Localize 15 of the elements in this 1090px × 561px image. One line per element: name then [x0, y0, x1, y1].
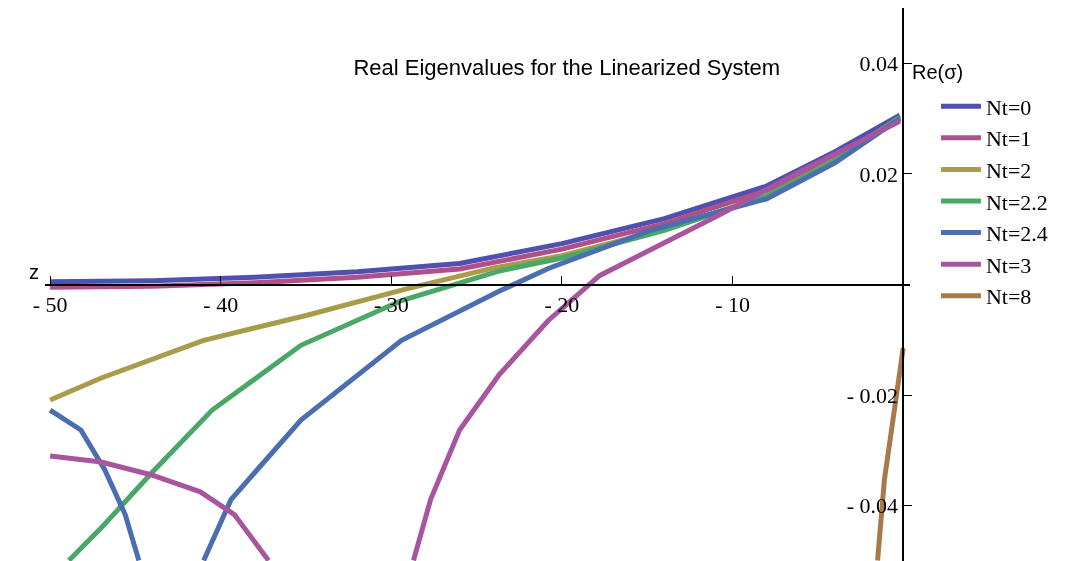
y-tick-label: 0.02 [859, 161, 899, 187]
legend-label: Nt=0 [985, 94, 1032, 120]
x-tick-label: - 40 [203, 291, 239, 317]
legend-label: Nt=3 [985, 252, 1032, 278]
x-tick-label: - 50 [32, 291, 68, 317]
legend-label: Nt=8 [985, 284, 1032, 310]
legend-label: Nt=2.2 [985, 189, 1048, 215]
legend-label: Nt=2 [985, 158, 1032, 183]
x-tick-label: - 10 [715, 291, 750, 317]
y-tick-label: 0.04 [859, 51, 899, 76]
text: Real Eigenvalues for the Linearized System [353, 55, 781, 81]
x-axis-title: z [29, 261, 39, 283]
y-axis-title: Re(σ) [912, 61, 964, 83]
legend-label: Nt=2.4 [985, 221, 1048, 247]
legend-label: Nt=1 [985, 126, 1032, 152]
